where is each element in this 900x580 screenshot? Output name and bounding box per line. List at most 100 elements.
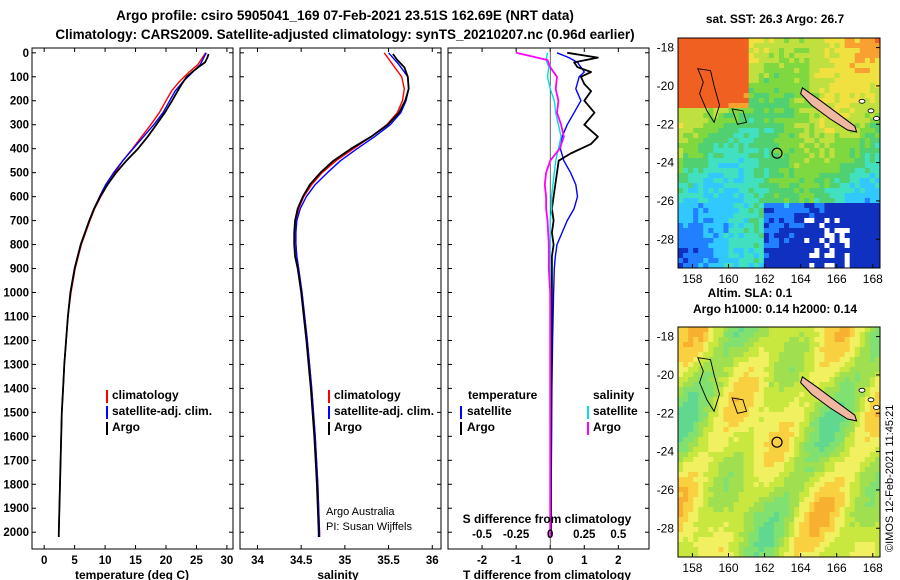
map-cell (693, 402, 699, 408)
map-cell (804, 73, 810, 79)
map-cell (718, 48, 724, 54)
map-cell (804, 163, 810, 169)
map-cell (733, 133, 739, 139)
map-cell (844, 113, 851, 119)
map-cell (718, 158, 724, 164)
map-cell (814, 263, 820, 268)
map-cell (844, 58, 851, 64)
map-cell (713, 462, 719, 468)
map-cell (748, 218, 755, 224)
map-cell (753, 228, 760, 234)
map-cell (703, 422, 709, 428)
map-cell (809, 263, 815, 268)
map-cell (789, 417, 795, 423)
map-cell (779, 113, 785, 119)
map-cell (678, 223, 684, 229)
map-cell (844, 382, 851, 388)
map-cell (733, 512, 739, 518)
map-cell (728, 542, 734, 548)
map-cell (708, 377, 714, 383)
map-cell (688, 198, 694, 204)
map-cell (733, 417, 739, 423)
map-cell (849, 497, 856, 503)
map-cell (728, 123, 734, 129)
map-cell (713, 537, 719, 543)
map-cell (789, 253, 795, 259)
map-cell (799, 342, 805, 348)
map-cell (688, 502, 694, 508)
map-cell (779, 48, 785, 54)
map-cell (758, 73, 765, 79)
map-cell (748, 233, 755, 239)
map-cell (758, 462, 765, 468)
map-cell (864, 412, 871, 418)
map-cell (814, 133, 820, 139)
map-cell (839, 537, 846, 543)
map-cell (758, 178, 765, 184)
map-cell (748, 522, 755, 528)
map-cell (743, 332, 750, 338)
map-cell (723, 93, 729, 99)
map-cell (829, 158, 835, 164)
map-cell (723, 497, 729, 503)
map-cell (819, 337, 825, 343)
map-cell (713, 238, 719, 244)
map-cell (698, 253, 704, 259)
map-cell (688, 527, 694, 533)
map-cell (839, 138, 846, 144)
map-cell (849, 228, 856, 234)
map-cell (743, 163, 750, 169)
map-cell (779, 68, 785, 74)
map-cell (713, 258, 719, 264)
map-cell (748, 248, 755, 254)
map-cell (804, 78, 810, 84)
map-cell (713, 108, 719, 114)
map-cell (688, 248, 694, 254)
map-cell (723, 43, 729, 49)
map-cell (678, 93, 684, 99)
map-cell (839, 477, 846, 483)
map-cell (794, 387, 800, 393)
map-cell (713, 497, 719, 503)
map-cell (794, 78, 800, 84)
map-cell (753, 387, 760, 393)
map-cell (698, 452, 704, 458)
map-cell (723, 402, 729, 408)
map-cell (819, 532, 825, 538)
map-cell (854, 168, 861, 174)
map-cell (869, 128, 876, 134)
map-cell (723, 208, 729, 214)
map-cell (799, 472, 805, 478)
map-cell (708, 337, 714, 343)
map-cell (859, 163, 866, 169)
map-cell (834, 377, 840, 383)
map-cell (733, 238, 739, 244)
map-cell (849, 552, 856, 557)
map-cell (738, 178, 745, 184)
map-cell (794, 377, 800, 383)
map-cell (698, 228, 704, 234)
map-cell (864, 123, 871, 129)
map-cell (859, 452, 866, 458)
map-cell (789, 118, 795, 124)
map-cell (743, 432, 750, 438)
map-cell (768, 198, 775, 204)
map-cell (799, 487, 805, 493)
map-cell (794, 48, 800, 54)
map-cell (748, 367, 755, 373)
map-cell (683, 382, 689, 388)
map-cell (849, 427, 856, 433)
reef-outline (731, 108, 748, 125)
map-cell (683, 263, 689, 268)
map-cell (678, 103, 684, 109)
map-cell (688, 158, 694, 164)
map-cell (839, 522, 846, 528)
map-cell (849, 527, 856, 533)
map-cell (688, 113, 694, 119)
map-cell (779, 497, 785, 503)
map-cell (773, 437, 780, 443)
map-cell (738, 392, 745, 398)
map-cell (794, 93, 800, 99)
map-cell (693, 487, 699, 493)
map-cell (859, 143, 866, 149)
